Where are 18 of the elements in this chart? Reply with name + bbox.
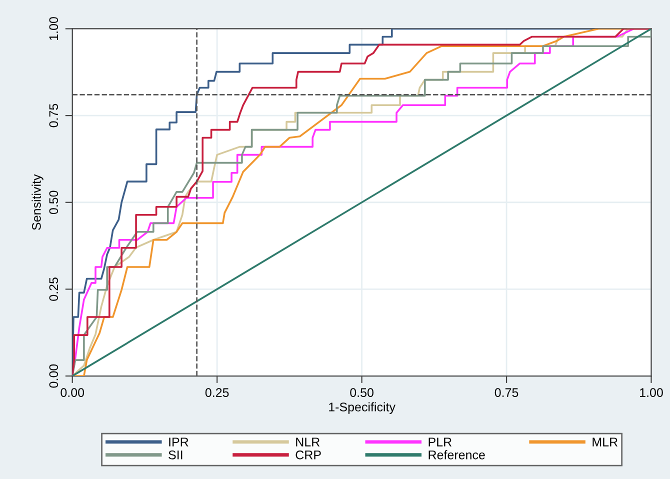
x-tick-label: 0.00 [60, 388, 84, 397]
legend-label: CRP [296, 450, 321, 460]
y-tick-label: 0.25 [49, 278, 58, 301]
y-axis-title: Sensitivity [32, 174, 44, 230]
y-tick-label: 1.00 [49, 17, 58, 40]
legend-label: NLR [296, 438, 320, 446]
legend-label: Reference [428, 450, 485, 460]
x-tick-label: 0.75 [494, 388, 518, 397]
legend-label: PLR [428, 438, 452, 446]
legend-label: MLR [592, 438, 618, 446]
x-tick-label: 0.25 [205, 388, 229, 397]
x-axis-title: 1-Specificity [329, 402, 396, 414]
legend-label: IPR [169, 438, 188, 446]
x-tick-label: 1.00 [640, 388, 663, 397]
legend-label: SII [168, 450, 182, 460]
y-tick-label: 0.75 [49, 104, 58, 128]
x-tick-label: 0.50 [350, 388, 374, 397]
y-tick-label: 0.50 [49, 190, 58, 214]
